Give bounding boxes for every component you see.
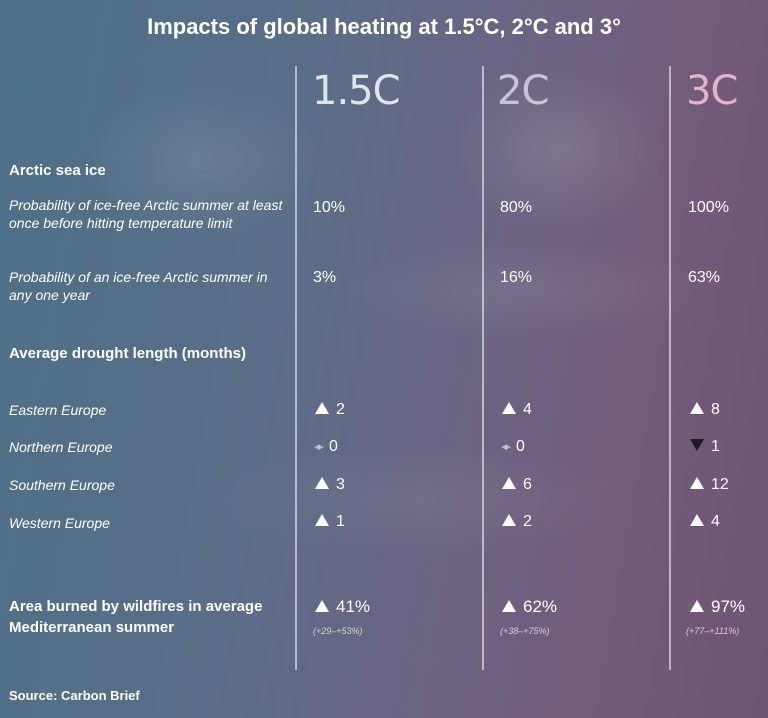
value-wildfire-1-5c: 41% bbox=[315, 597, 370, 617]
section-heading-wildfires: Area burned by wildfires in average Medi… bbox=[9, 598, 263, 636]
triangle-up-icon bbox=[315, 477, 329, 489]
section-heading-arctic-sea-ice: Arctic sea ice bbox=[9, 162, 106, 179]
triangle-up-icon bbox=[690, 600, 704, 612]
value-number: 4 bbox=[523, 401, 532, 418]
range-wildfire-1-5c: (+29–+53%) bbox=[313, 626, 363, 636]
value-eastern-europe-1-5c: 2 bbox=[315, 400, 345, 420]
value-ice-free-any-year-2c: 16% bbox=[500, 269, 533, 286]
value-western-europe-3c: 4 bbox=[690, 512, 720, 532]
column-divider bbox=[669, 66, 671, 670]
value-number: 0 bbox=[329, 438, 338, 455]
row-label-western-europe: Western Europe bbox=[9, 515, 110, 531]
value-eastern-europe-2c: 4 bbox=[502, 400, 532, 420]
value-ice-free-once-3c: 100% bbox=[688, 199, 729, 216]
value-number: 8 bbox=[711, 401, 720, 418]
row-label-ice-free-once: Probability of ice-free Arctic summer at… bbox=[9, 197, 283, 231]
triangle-down-icon bbox=[690, 439, 704, 451]
triangle-up-icon bbox=[315, 514, 329, 526]
triangle-up-icon bbox=[502, 477, 516, 489]
value-ice-free-once-2c: 80% bbox=[500, 199, 533, 216]
row-label-southern-europe: Southern Europe bbox=[9, 477, 115, 493]
value-ice-free-any-year-3c: 63% bbox=[688, 269, 721, 286]
column-header-1-5c: 1.5C bbox=[312, 68, 401, 114]
value-number: 2 bbox=[336, 401, 345, 418]
value-ice-free-any-year-1-5c: 3% bbox=[313, 269, 337, 286]
range-wildfire-3c: (+77–+111%) bbox=[686, 626, 740, 636]
value-number: 0 bbox=[516, 438, 525, 455]
triangle-up-icon bbox=[502, 600, 516, 612]
value-number: 1 bbox=[336, 513, 345, 530]
value-western-europe-2c: 2 bbox=[502, 512, 532, 532]
value-number: 62% bbox=[523, 597, 558, 616]
triangle-up-icon bbox=[690, 514, 704, 526]
value-number: 97% bbox=[711, 597, 746, 616]
value-southern-europe-2c: 6 bbox=[502, 475, 532, 495]
column-header-3c: 3C bbox=[686, 68, 738, 114]
value-number: 12 bbox=[711, 476, 729, 493]
triangle-up-icon bbox=[315, 402, 329, 414]
row-label-ice-free-any-year: Probability of an ice-free Arctic summer… bbox=[9, 269, 268, 303]
value-northern-europe-3c: 1 bbox=[690, 437, 720, 457]
value-southern-europe-1-5c: 3 bbox=[315, 475, 345, 495]
no-change-arrows-icon: ◂▸ bbox=[314, 441, 324, 453]
triangle-up-icon bbox=[690, 402, 704, 414]
value-northern-europe-2c: ◂▸ 0 bbox=[501, 437, 525, 457]
column-divider bbox=[295, 66, 297, 670]
value-ice-free-once-1-5c: 10% bbox=[313, 199, 346, 216]
triangle-up-icon bbox=[502, 402, 516, 414]
value-wildfire-2c: 62% bbox=[502, 597, 557, 617]
value-number: 6 bbox=[523, 476, 532, 493]
no-change-arrows-icon: ◂▸ bbox=[501, 441, 511, 453]
value-number: 4 bbox=[711, 513, 720, 530]
value-number: 41% bbox=[336, 597, 371, 616]
value-northern-europe-1-5c: ◂▸ 0 bbox=[314, 437, 338, 457]
triangle-up-icon bbox=[502, 514, 516, 526]
value-wildfire-3c: 97% bbox=[690, 597, 745, 617]
value-southern-europe-3c: 12 bbox=[690, 475, 729, 495]
source-credit: Source: Carbon Brief bbox=[9, 688, 140, 703]
column-divider bbox=[482, 66, 484, 670]
row-label-northern-europe: Northern Europe bbox=[9, 439, 113, 455]
infographic-title: Impacts of global heating at 1.5°C, 2°C … bbox=[147, 14, 621, 39]
value-number: 2 bbox=[523, 513, 532, 530]
triangle-up-icon bbox=[690, 477, 704, 489]
column-header-2c: 2C bbox=[497, 68, 549, 114]
triangle-up-icon bbox=[315, 600, 329, 612]
value-number: 1 bbox=[711, 438, 720, 455]
row-label-eastern-europe: Eastern Europe bbox=[9, 402, 107, 418]
section-heading-drought-length: Average drought length (months) bbox=[9, 345, 246, 362]
range-wildfire-2c: (+38–+75%) bbox=[500, 626, 550, 636]
value-western-europe-1-5c: 1 bbox=[315, 512, 345, 532]
value-number: 3 bbox=[336, 476, 345, 493]
value-eastern-europe-3c: 8 bbox=[690, 400, 720, 420]
